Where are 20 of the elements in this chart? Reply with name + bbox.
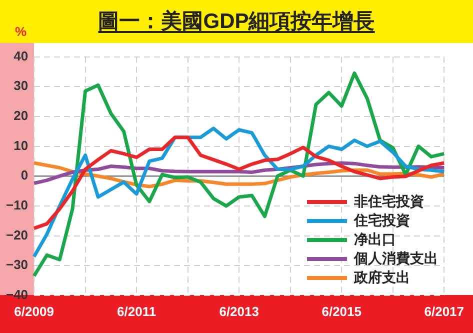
legend-label: 個人消費支出 xyxy=(354,250,438,268)
y-tick-label: 10 xyxy=(14,138,28,153)
x-tick-label: 6/2011 xyxy=(117,304,156,319)
legend-label: 住宅投資 xyxy=(354,212,410,230)
y-tick-label: 40 xyxy=(14,48,28,64)
y-tick-label: 30 xyxy=(14,78,28,94)
y-tick-label: −10 xyxy=(6,198,28,213)
x-tick-label: 6/2017 xyxy=(424,304,464,319)
y-tick-label: −20 xyxy=(6,227,28,242)
legend-label: 非住宅投資 xyxy=(354,192,424,211)
x-tick-label: 6/2013 xyxy=(219,304,259,319)
legend-label: 净出口 xyxy=(354,230,396,249)
x-tick-label: 6/2015 xyxy=(322,304,362,319)
x-tick-label: 6/2009 xyxy=(14,304,54,319)
chart-title: 圖一：美國GDP細項按年增長 xyxy=(98,10,375,33)
y-tick-label: −30 xyxy=(6,257,28,272)
y-axis-title: % xyxy=(15,24,27,39)
legend-label: 政府支出 xyxy=(354,268,410,287)
y-tick-label: 0 xyxy=(20,168,28,183)
y-tick-label: 20 xyxy=(14,108,28,124)
